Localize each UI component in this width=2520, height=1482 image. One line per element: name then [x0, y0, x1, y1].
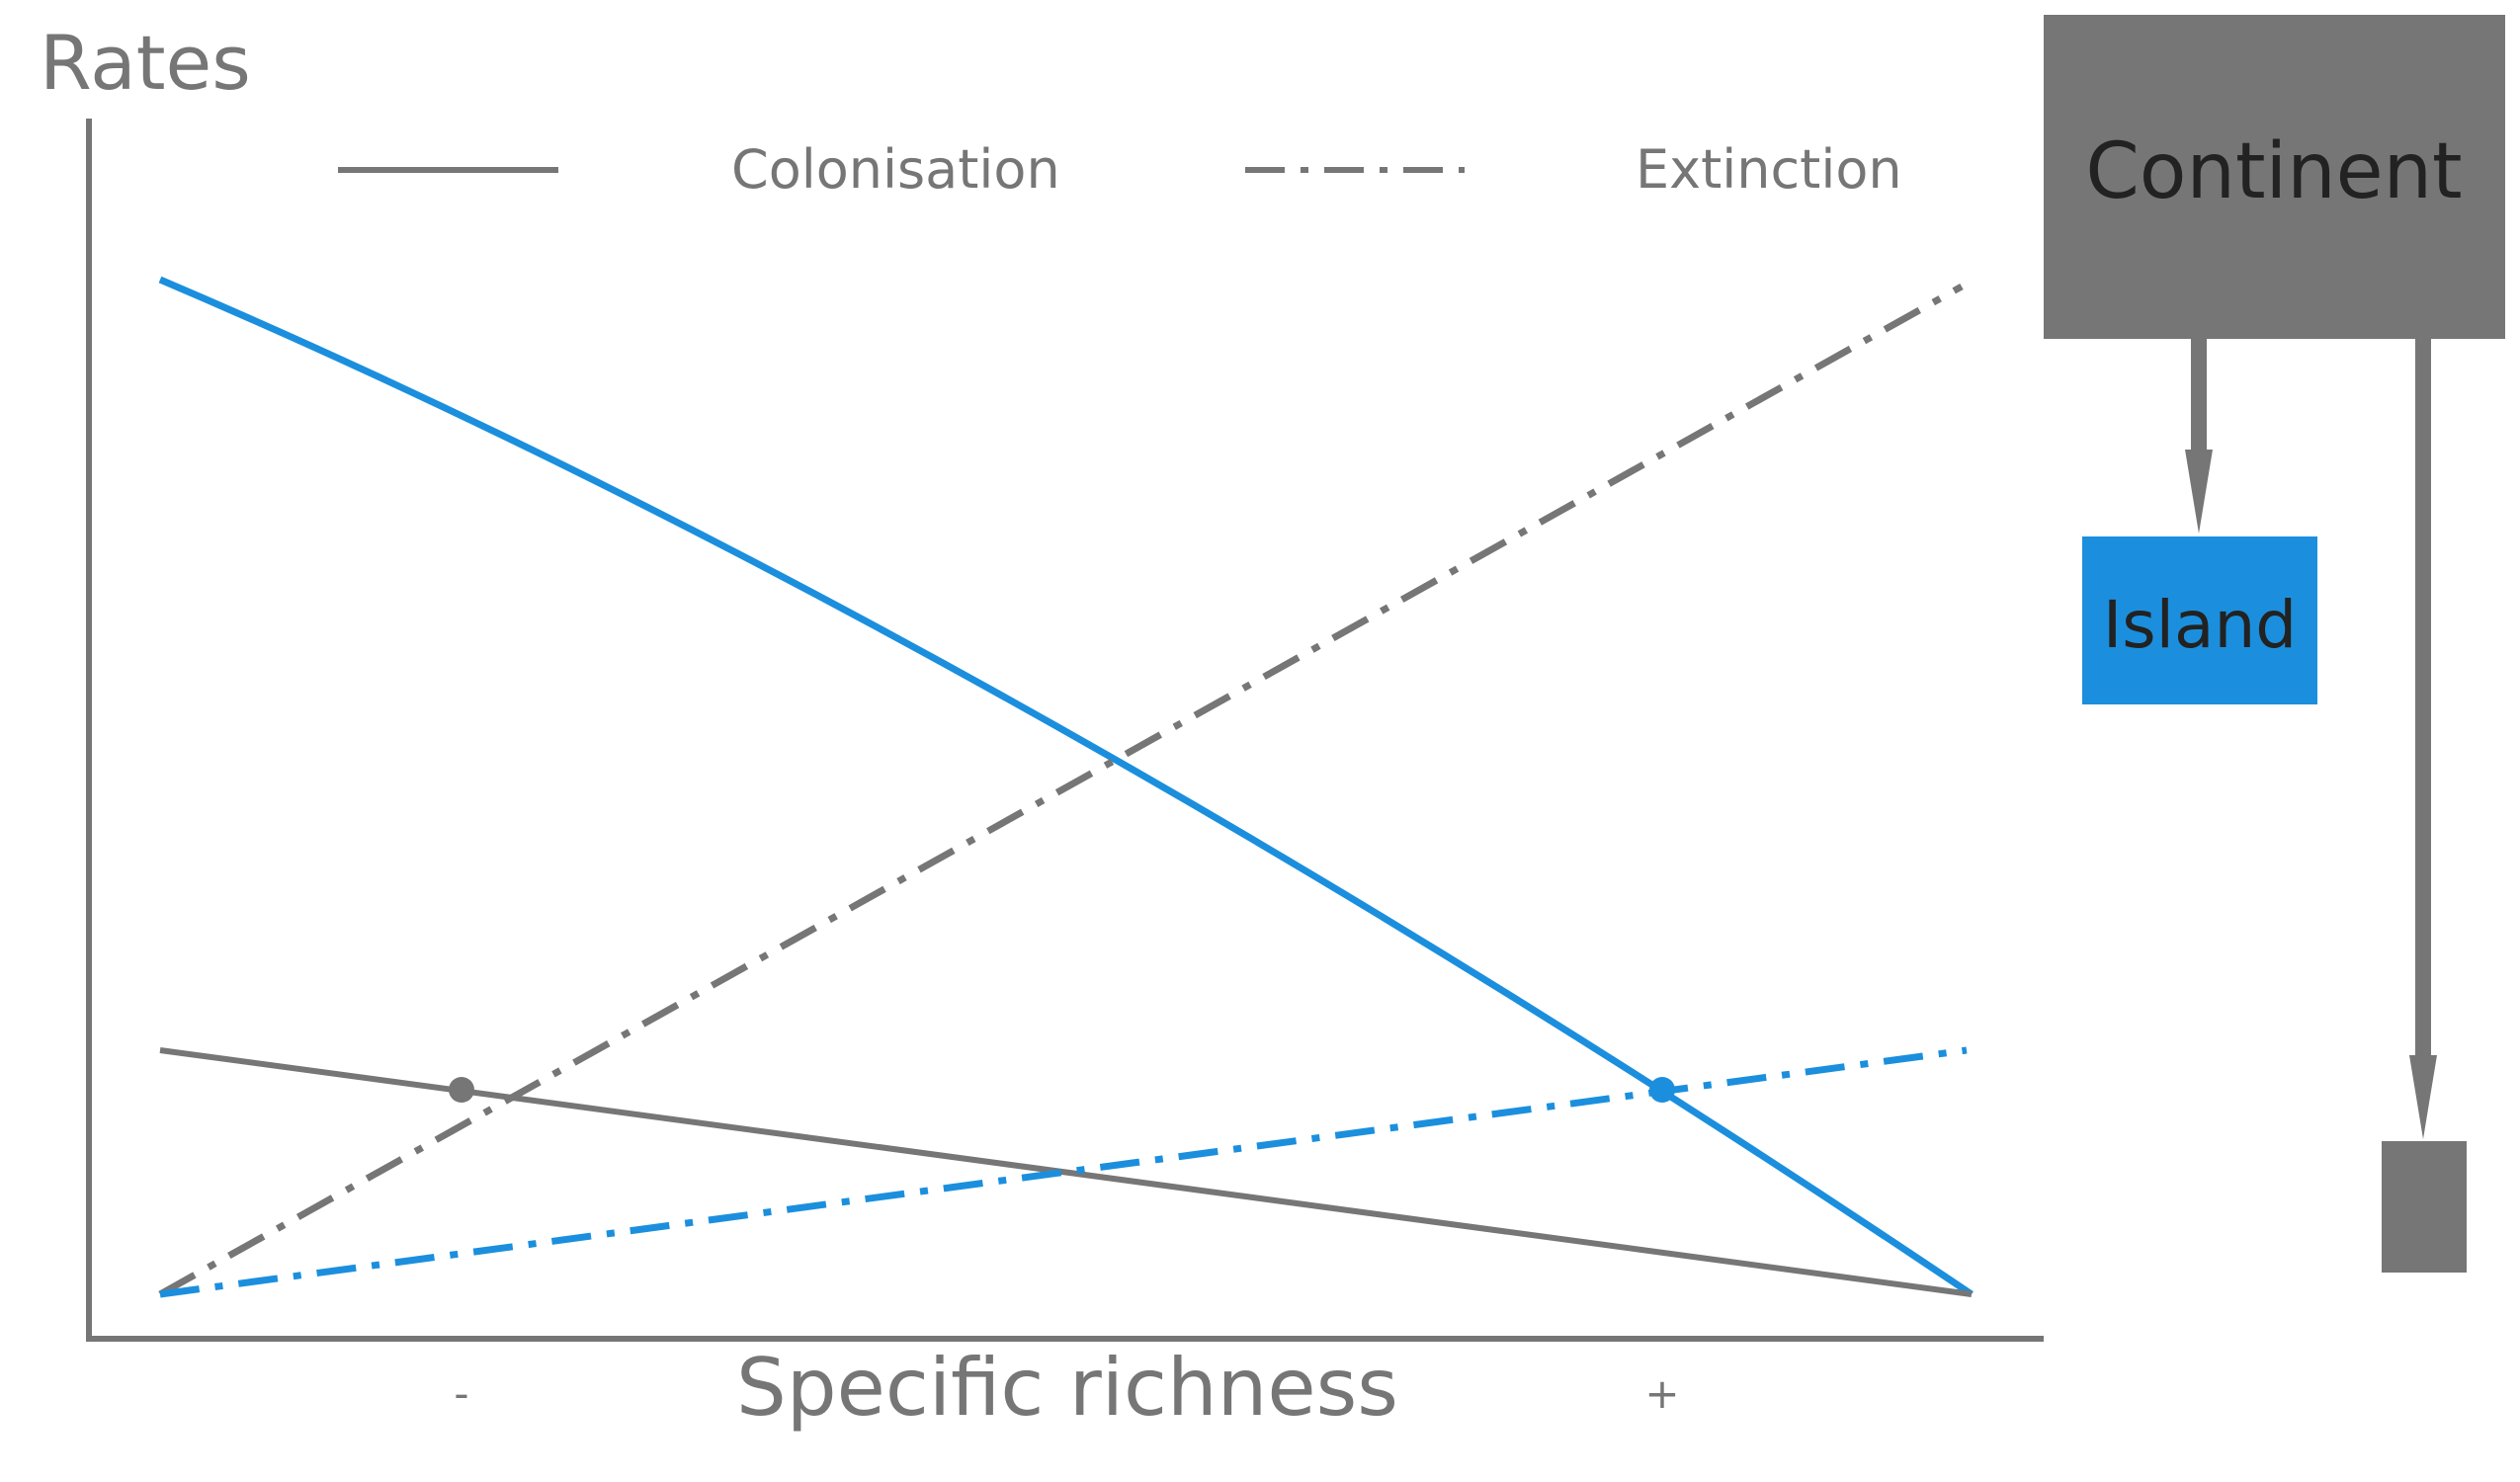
x-tick-high: + — [1644, 1369, 1679, 1418]
island-label: Island — [2103, 587, 2297, 663]
small-island-box — [2382, 1141, 2467, 1273]
legend-colonisation-label: Colonisation — [731, 138, 1060, 201]
x-axis-label: Specific richness — [736, 1342, 1398, 1434]
y-axis-label: Rates — [40, 19, 251, 107]
equilibrium-point-gray — [449, 1077, 474, 1103]
island-box — [2082, 536, 2317, 704]
arrow-to-island-head — [2185, 450, 2213, 534]
legend-extinction-label: Extinction — [1636, 138, 1902, 201]
equilibrium-point-blue — [1649, 1077, 1675, 1103]
continent-colonisation-curve — [158, 276, 1974, 1297]
arrow-to-small-island-head — [2409, 1055, 2437, 1139]
continent-label: Continent — [2085, 127, 2462, 216]
continent-extinction-line — [158, 283, 1964, 1298]
continent-box — [2044, 15, 2505, 339]
x-tick-low: - — [454, 1369, 468, 1418]
